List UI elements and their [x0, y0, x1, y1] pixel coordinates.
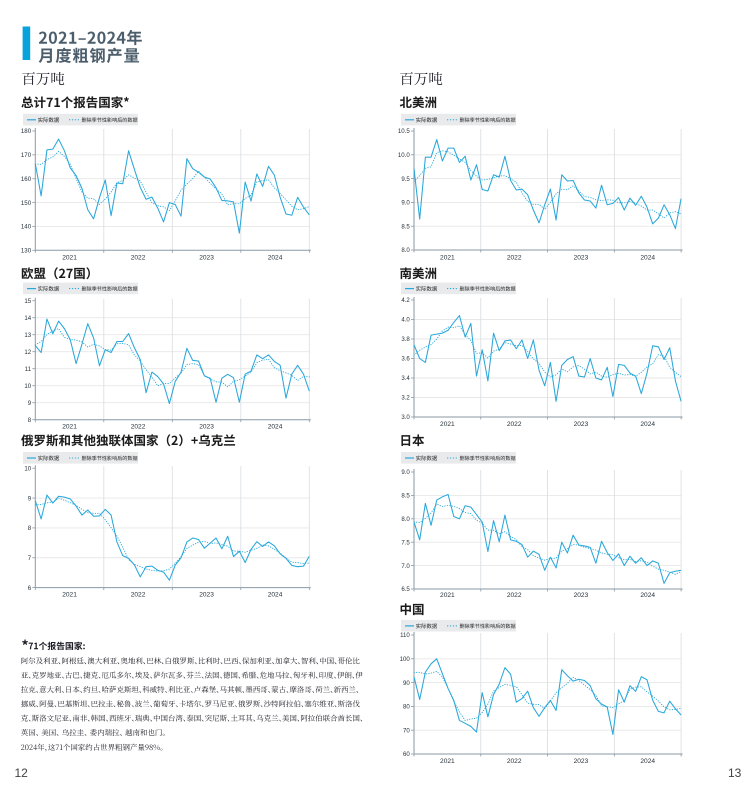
- svg-text:2021: 2021: [440, 758, 455, 765]
- svg-text:2024: 2024: [640, 758, 655, 765]
- svg-text:2023: 2023: [574, 758, 589, 765]
- svg-text:2023: 2023: [199, 255, 214, 262]
- svg-text:9.0: 9.0: [401, 469, 410, 476]
- svg-text:2021: 2021: [440, 255, 455, 262]
- svg-text:2021: 2021: [62, 591, 77, 598]
- svg-text:110: 110: [400, 632, 410, 639]
- svg-text:130: 130: [21, 248, 32, 255]
- svg-text:2021: 2021: [62, 255, 77, 262]
- svg-text:2021: 2021: [62, 423, 77, 430]
- svg-text:13: 13: [728, 766, 742, 780]
- svg-text:13: 13: [24, 332, 31, 339]
- svg-text:9.0: 9.0: [401, 200, 410, 207]
- svg-text:2022: 2022: [507, 592, 522, 599]
- svg-text:4.2: 4.2: [401, 297, 410, 304]
- svg-text:7.5: 7.5: [401, 539, 410, 546]
- svg-text:14: 14: [24, 315, 31, 322]
- svg-text:8.5: 8.5: [401, 493, 410, 500]
- svg-text:150: 150: [21, 200, 32, 207]
- svg-text:170: 170: [21, 152, 32, 159]
- svg-text:2024: 2024: [268, 591, 283, 598]
- svg-text:80: 80: [403, 704, 410, 711]
- svg-text:9.5: 9.5: [401, 176, 410, 183]
- svg-text:11: 11: [25, 366, 32, 373]
- svg-text:3.6: 3.6: [401, 356, 410, 363]
- svg-text:4.0: 4.0: [401, 317, 410, 324]
- svg-text:2021: 2021: [440, 421, 455, 428]
- svg-text:9: 9: [28, 495, 32, 502]
- svg-text:10.5: 10.5: [398, 128, 410, 135]
- svg-text:8.5: 8.5: [401, 223, 410, 230]
- svg-text:2021: 2021: [440, 592, 455, 599]
- svg-text:140: 140: [21, 224, 32, 231]
- svg-text:2024: 2024: [640, 255, 655, 262]
- svg-text:2022: 2022: [131, 591, 146, 598]
- svg-text:2024: 2024: [640, 592, 655, 599]
- svg-text:10: 10: [24, 383, 31, 390]
- svg-text:2024: 2024: [268, 423, 283, 430]
- svg-text:12: 12: [15, 766, 29, 780]
- svg-text:2023: 2023: [574, 592, 589, 599]
- svg-text:2023: 2023: [199, 423, 214, 430]
- svg-text:3.0: 3.0: [401, 414, 410, 421]
- svg-text:2022: 2022: [507, 758, 522, 765]
- svg-text:8: 8: [28, 525, 32, 532]
- svg-text:90: 90: [403, 680, 410, 687]
- svg-text:10: 10: [24, 465, 31, 472]
- svg-text:8: 8: [28, 417, 32, 424]
- svg-text:12: 12: [24, 349, 31, 356]
- svg-text:2023: 2023: [574, 421, 589, 428]
- svg-text:2024: 2024: [640, 421, 655, 428]
- svg-text:8.0: 8.0: [401, 247, 410, 254]
- svg-text:3.4: 3.4: [401, 375, 410, 382]
- svg-text:3.8: 3.8: [401, 336, 410, 343]
- svg-text:2023: 2023: [199, 591, 214, 598]
- svg-text:6.5: 6.5: [401, 586, 410, 593]
- svg-text:180: 180: [21, 128, 32, 135]
- svg-text:15: 15: [24, 298, 31, 305]
- svg-text:8.0: 8.0: [401, 516, 410, 523]
- svg-text:9: 9: [28, 400, 32, 407]
- svg-text:2023: 2023: [574, 255, 589, 262]
- svg-text:10.0: 10.0: [398, 152, 410, 159]
- svg-text:70: 70: [403, 727, 410, 734]
- svg-text:7.0: 7.0: [401, 563, 410, 570]
- svg-text:100: 100: [400, 656, 411, 663]
- svg-text:2024: 2024: [268, 255, 283, 262]
- svg-text:160: 160: [21, 176, 32, 183]
- svg-text:3.2: 3.2: [401, 395, 410, 402]
- svg-text:2022: 2022: [131, 423, 146, 430]
- svg-text:2022: 2022: [507, 421, 522, 428]
- svg-text:2022: 2022: [131, 255, 146, 262]
- svg-text:60: 60: [403, 751, 410, 758]
- svg-text:6: 6: [28, 585, 32, 592]
- svg-text:2022: 2022: [507, 255, 522, 262]
- svg-text:7: 7: [28, 555, 32, 562]
